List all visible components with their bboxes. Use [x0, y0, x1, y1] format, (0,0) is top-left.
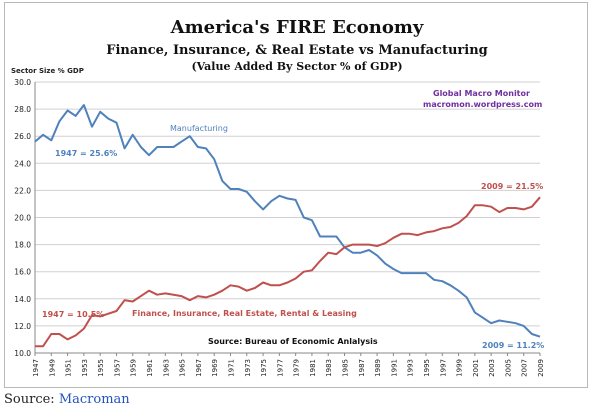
- x-tick-label: 1987: [358, 359, 366, 377]
- x-tick-label: 1975: [260, 359, 268, 377]
- annotation-manufacturing-start: 1947 = 25.6%: [55, 149, 117, 158]
- x-tick-label: 1991: [390, 359, 398, 377]
- x-tick-label: 1957: [113, 359, 121, 377]
- annotation-fire-end: 2009 = 21.5%: [481, 182, 543, 191]
- x-tick-label: 1955: [97, 359, 105, 377]
- x-tick-label: 1949: [48, 359, 56, 377]
- y-tick-label: 18.0: [14, 241, 31, 250]
- x-tick-label: 2001: [472, 359, 480, 377]
- chart-frame: America's FIRE Economy Finance, Insurance…: [4, 2, 588, 388]
- series-label-fire: Finance, Insurance, Real Estate, Rental …: [132, 309, 357, 318]
- brand-name: Global Macro Monitor: [433, 89, 530, 98]
- x-tick-label: 2007: [521, 359, 529, 377]
- y-tick-label: 30.0: [14, 78, 31, 87]
- x-tick-label: 1963: [162, 359, 170, 377]
- x-tick-label: 1999: [456, 359, 464, 377]
- brand-url: macromon.wordpress.com: [423, 100, 542, 109]
- y-tick-label: 24.0: [14, 159, 31, 168]
- chart-title: America's FIRE Economy: [170, 17, 424, 38]
- y-tick-label: 12.0: [14, 322, 31, 331]
- x-tick-label: 1993: [407, 359, 415, 377]
- y-tick-label: 28.0: [14, 105, 31, 114]
- source-note: Source: Bureau of Economic Anlalysis: [208, 337, 378, 346]
- x-tick-label: 1959: [130, 359, 138, 377]
- x-tick-label: 2005: [504, 359, 512, 377]
- chart: America's FIRE Economy Finance, Insurance…: [11, 17, 545, 377]
- y-tick-label: 22.0: [14, 186, 31, 195]
- y-axis-label: Sector Size % GDP: [11, 67, 84, 75]
- annotation-fire-start: 1947 = 10.5%: [42, 310, 104, 319]
- x-tick-label: 1997: [439, 359, 447, 377]
- y-tick-label: 10.0: [14, 349, 31, 358]
- series-label-manufacturing: Manufacturing: [170, 124, 228, 133]
- y-tick-label: 14.0: [14, 295, 31, 304]
- chart-subtitle-2: (Value Added By Sector % of GDP): [191, 60, 402, 73]
- x-tick-label: 1973: [244, 359, 252, 377]
- x-tick-label: 1989: [374, 359, 382, 377]
- x-tick-label: 1985: [342, 359, 350, 377]
- x-tick-label: 2009: [537, 359, 545, 377]
- x-tick-label: 1951: [65, 359, 73, 377]
- x-tick-label: 1969: [211, 359, 219, 377]
- x-tick-label: 1953: [81, 359, 89, 377]
- source-link[interactable]: Macroman: [58, 392, 130, 407]
- x-tick-label: 1981: [309, 359, 317, 377]
- series-line-manufacturing: [34, 104, 541, 338]
- x-tick-label: 1947: [32, 359, 40, 377]
- source-caption: Source: Macroman: [4, 392, 130, 407]
- x-tick-label: 2003: [488, 359, 496, 377]
- source-caption-prefix: Source:: [4, 392, 59, 407]
- y-tick-label: 26.0: [14, 132, 31, 141]
- annotation-manufacturing-end: 2009 = 11.2%: [482, 341, 544, 350]
- x-tick-label: 1995: [423, 359, 431, 377]
- x-tick-label: 1961: [146, 359, 154, 377]
- y-tick-label: 16.0: [14, 268, 31, 277]
- y-tick-label: 20.0: [14, 214, 31, 223]
- x-tick-label: 1977: [276, 359, 284, 377]
- x-tick-label: 1971: [227, 359, 235, 377]
- x-tick-label: 1983: [325, 359, 333, 377]
- chart-subtitle: Finance, Insurance, & Real Estate vs Man…: [106, 43, 488, 58]
- series-line-fire: [35, 196, 541, 348]
- x-tick-label: 1965: [179, 359, 187, 377]
- x-tick-label: 1979: [293, 359, 301, 377]
- x-tick-label: 1967: [195, 359, 203, 377]
